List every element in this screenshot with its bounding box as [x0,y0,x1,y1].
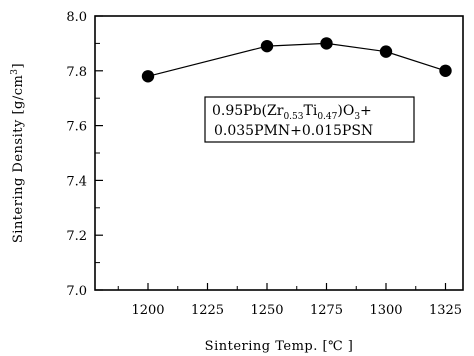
x-tick-label-5: 1325 [429,303,462,318]
y-tick-label-0: 7.0 [66,284,87,299]
y-tick-label-1: 7.2 [66,229,87,244]
y-tick-label-4: 7.8 [66,65,87,80]
x-axis-title: Sintering Temp. [℃ ] [205,339,354,354]
data-point-1250 [260,39,274,53]
x-tick-label-2: 1250 [250,303,283,318]
data-point-1325 [439,64,452,78]
x-tick-label-1: 1225 [191,303,224,318]
y-axis-ticks: 7.0 7.2 7.4 7.6 7.8 8.0 [66,10,103,299]
data-point-1275 [320,37,333,50]
annotation-line-2: 0.035PMN+0.015PSN [214,123,373,139]
y-axis-title-main: Sintering Density [g/cm [11,75,26,243]
series-line-0 [147,42,446,77]
annotation-box: 0.95Pb(Zr0.53Ti0.47)O3+ 0.035PMN+0.015PS… [204,96,415,143]
annotation-frame [204,96,415,143]
annotation-seg-6: + [360,103,372,119]
y-tick-label-3: 7.6 [66,120,87,135]
y-tick-label-5: 8.0 [66,10,87,25]
annotation-seg-3: 0.47 [317,112,337,122]
y-axis-title: Sintering Density [g/cm3] [10,63,26,243]
data-point-1200 [141,70,155,83]
y-axis-title-sup: 3 [10,68,20,74]
y-axis-title-end: ] [11,63,26,69]
data-point-1300 [379,45,393,58]
annotation-seg-4: )O [337,103,354,119]
annotation-seg-0: 0.95Pb(Zr [212,103,284,119]
series-group [141,37,452,83]
annotation-seg-2: Ti [303,103,317,119]
annotation-seg-1: 0.53 [283,112,303,122]
annotation-seg-5: 3 [354,112,360,122]
y-tick-label-2: 7.4 [66,174,87,189]
annotation-line-1: 0.95Pb(Zr0.53Ti0.47)O3+ [212,103,372,122]
x-tick-label-0: 1200 [131,303,164,318]
x-tick-label-3: 1275 [310,303,343,318]
plot-frame [94,15,464,291]
x-tick-label-4: 1300 [369,303,402,318]
x-axis-ticks: 1200 1225 1250 1275 1300 1325 [117,283,462,318]
